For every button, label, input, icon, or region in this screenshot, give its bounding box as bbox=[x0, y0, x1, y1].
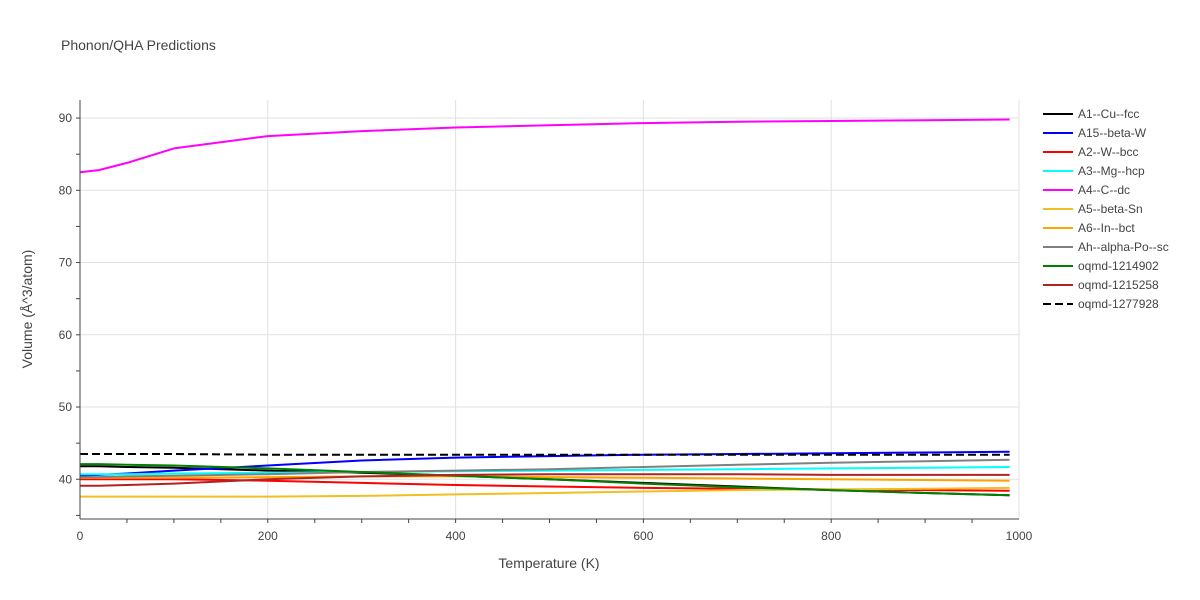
chart-title: Phonon/QHA Predictions bbox=[61, 37, 216, 53]
legend: A1--Cu--fcc A15--beta-W A2--W--bcc A3--Mg--… bbox=[1043, 107, 1169, 311]
x-tick-label: 800 bbox=[821, 529, 841, 543]
legend-label: A1--Cu--fcc bbox=[1078, 107, 1139, 121]
axes bbox=[76, 100, 1019, 523]
legend-label: oqmd-1277928 bbox=[1078, 297, 1159, 311]
x-tick-label: 1000 bbox=[1006, 529, 1033, 543]
y-tick-label: 40 bbox=[59, 472, 73, 486]
legend-label: A6--In--bct bbox=[1078, 221, 1135, 235]
series-line-oqmd-1277928 bbox=[80, 453, 1010, 456]
series-line-ah-alpha-po-sc bbox=[80, 458, 1010, 479]
series-lines bbox=[79, 118, 1010, 498]
series-line-a4-c-dc bbox=[79, 118, 1010, 174]
y-tick-label: 90 bbox=[59, 111, 73, 125]
legend-label: A2--W--bcc bbox=[1078, 145, 1138, 159]
x-tick-label: 600 bbox=[633, 529, 653, 543]
series-line-oqmd-1215258 bbox=[80, 473, 1010, 487]
legend-label: Ah--alpha-Po--sc bbox=[1078, 240, 1169, 254]
x-tick-label: 400 bbox=[446, 529, 466, 543]
y-tick-label: 80 bbox=[59, 183, 73, 197]
series-line-a15-beta-w bbox=[79, 450, 1010, 477]
legend-label: oqmd-1214902 bbox=[1078, 259, 1159, 273]
tick-labels: 0 200 400 600 800 1000 40 50 60 70 80 90 bbox=[59, 111, 1033, 543]
x-axis-title: Temperature (K) bbox=[498, 555, 599, 571]
legend-label: A3--Mg--hcp bbox=[1078, 164, 1145, 178]
legend-label: A15--beta-W bbox=[1078, 126, 1147, 140]
legend-label: A5--beta-Sn bbox=[1078, 202, 1143, 216]
legend-label: oqmd-1215258 bbox=[1078, 278, 1159, 292]
y-tick-label: 50 bbox=[59, 400, 73, 414]
x-tick-label: 200 bbox=[258, 529, 278, 543]
y-axis-title: Volume (Å^3/atom) bbox=[19, 250, 35, 369]
x-tick-label: 0 bbox=[77, 529, 84, 543]
legend-label: A4--C--dc bbox=[1078, 183, 1130, 197]
y-tick-label: 60 bbox=[59, 328, 73, 342]
y-tick-label: 70 bbox=[59, 256, 73, 270]
